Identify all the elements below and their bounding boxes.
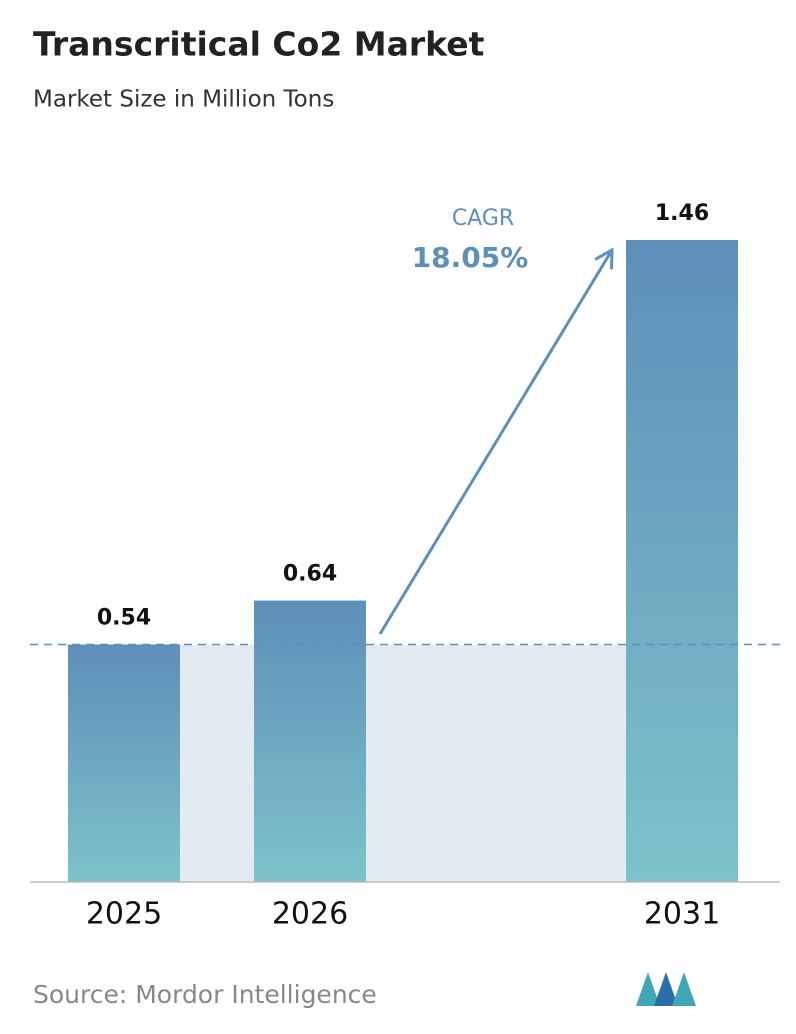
bar — [254, 600, 366, 882]
chart-subtitle: Market Size in Million Tons — [33, 87, 334, 113]
source: Source: Mordor Intelligence — [33, 980, 377, 1009]
chart-title: Transcritical Co2 Market — [33, 25, 485, 64]
reference-band — [124, 644, 682, 882]
plot-area: 0.54 2025 0.64 2026 1.46 2031 — [30, 201, 780, 932]
bar — [626, 240, 738, 882]
cagr-value: 18.05% — [412, 241, 529, 274]
x-tick-label: 2026 — [272, 897, 348, 932]
value-label: 0.64 — [283, 562, 337, 587]
x-tick-label: 2031 — [644, 897, 720, 932]
value-label: 0.54 — [97, 606, 151, 631]
logo — [636, 972, 696, 1006]
value-label: 1.46 — [655, 201, 709, 226]
bar — [68, 644, 180, 882]
x-tick-label: 2025 — [86, 897, 162, 932]
cagr-arrow — [378, 247, 614, 635]
cagr-label: CAGR — [452, 206, 514, 231]
